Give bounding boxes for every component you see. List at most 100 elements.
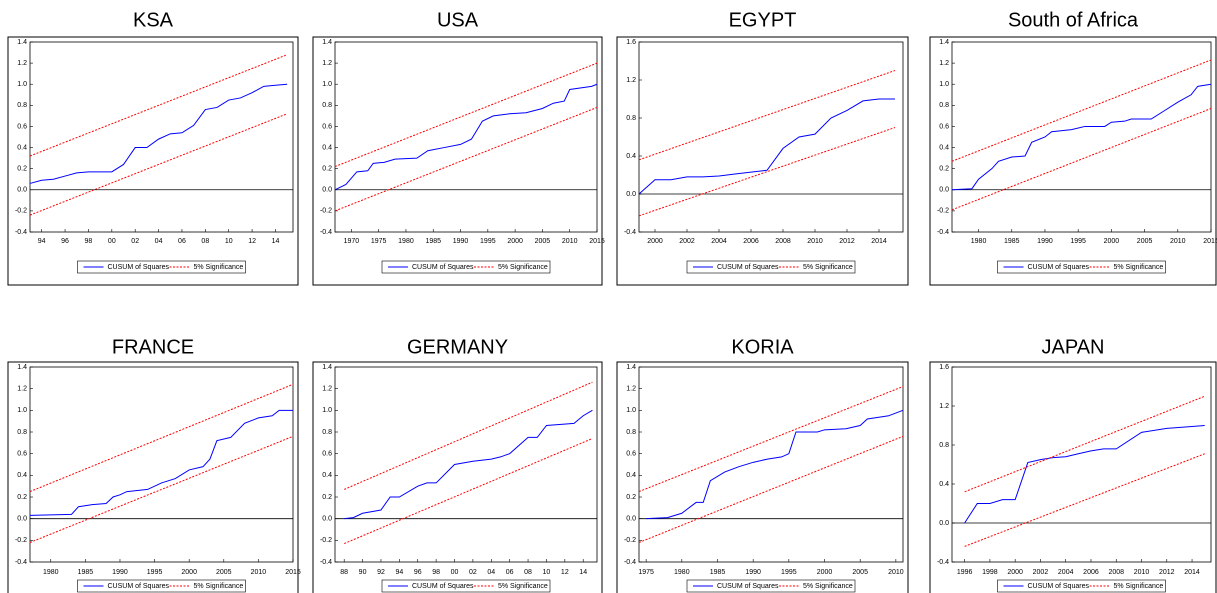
- x-tick-label: 92: [377, 569, 385, 576]
- x-tick-label: 1990: [745, 569, 761, 576]
- x-tick-label: 14: [579, 569, 587, 576]
- x-tick-label: 98: [85, 238, 93, 245]
- y-tick-label: 1.2: [939, 60, 949, 67]
- x-tick-label: 2010: [562, 238, 578, 245]
- y-tick-label: -0.4: [320, 229, 332, 236]
- x-tick-label: 1975: [371, 238, 387, 245]
- y-tick-label: 0.4: [322, 472, 332, 479]
- y-tick-label: 1.2: [626, 77, 636, 84]
- x-tick-label: 1995: [147, 569, 163, 576]
- y-tick-label: -0.4: [624, 229, 636, 236]
- y-tick-label: 0.8: [17, 102, 27, 109]
- x-tick-label: 2012: [1159, 569, 1175, 576]
- legend: [997, 260, 1166, 274]
- x-tick-label: 1980: [674, 569, 690, 576]
- y-tick-label: 0.4: [626, 153, 636, 160]
- y-tick-label: 1.6: [626, 39, 636, 46]
- significance-upper: [638, 386, 904, 493]
- y-tick-label: 1.0: [322, 407, 332, 414]
- x-tick-label: 1980: [971, 238, 987, 245]
- significance-upper: [951, 59, 1212, 162]
- legend-label: 5% Significance: [498, 583, 548, 590]
- y-tick-label: 0.0: [939, 187, 949, 194]
- legend-label: 5% Significance: [1114, 583, 1164, 590]
- y-tick-label: 1.2: [939, 403, 949, 410]
- y-tick-label: -0.4: [937, 559, 949, 566]
- legend: [381, 260, 551, 274]
- y-tick-label: 0.8: [626, 429, 636, 436]
- panel-frame: [312, 36, 603, 286]
- y-tick-label: 1.0: [17, 407, 27, 414]
- x-tick-label: 1990: [1037, 238, 1053, 245]
- y-tick-label: -0.4: [320, 559, 332, 566]
- x-tick-label: 2002: [1033, 569, 1049, 576]
- y-tick-label: 0.8: [939, 442, 949, 449]
- x-tick-label: 00: [451, 569, 459, 576]
- y-tick-label: 0.4: [17, 144, 27, 151]
- y-tick-label: 0.8: [17, 429, 27, 436]
- y-tick-label: 0.4: [939, 481, 949, 488]
- x-tick-label: 1995: [480, 238, 496, 245]
- chart-title: JAPAN: [1042, 336, 1105, 358]
- y-tick-label: 1.4: [322, 364, 332, 371]
- plot-area: [29, 41, 294, 233]
- significance-lower: [29, 435, 294, 543]
- panel-frame: [7, 36, 299, 286]
- significance-upper: [343, 381, 593, 490]
- y-tick-label: -0.2: [15, 537, 27, 544]
- y-tick-label: 0.6: [626, 451, 636, 458]
- y-tick-label: 1.4: [626, 364, 636, 371]
- y-tick-label: 0.8: [939, 102, 949, 109]
- legend-label: CUSUM of Squares: [1028, 264, 1090, 271]
- x-tick-label: 12: [248, 238, 256, 245]
- y-tick-label: 1.0: [322, 81, 332, 88]
- y-tick-label: 1.0: [17, 81, 27, 88]
- x-tick-label: 2008: [1108, 569, 1124, 576]
- x-tick-label: 1980: [43, 569, 59, 576]
- x-tick-label: 2008: [775, 238, 791, 245]
- x-tick-label: 1990: [453, 238, 469, 245]
- x-tick-label: 1985: [78, 569, 94, 576]
- chart-title: USA: [437, 9, 479, 31]
- significance-lower: [964, 453, 1205, 547]
- x-tick-label: 2000: [1007, 569, 1023, 576]
- cusum-line: [29, 83, 288, 184]
- x-tick-label: 2010: [1134, 569, 1150, 576]
- y-tick-label: 0.2: [322, 166, 332, 173]
- plot-area: [951, 41, 1212, 233]
- legend-label: CUSUM of Squares: [717, 583, 779, 590]
- y-tick-label: 0.2: [17, 166, 27, 173]
- x-tick-label: 2012: [839, 238, 855, 245]
- chart-title: South of Africa: [1008, 9, 1139, 31]
- y-tick-label: 0.0: [939, 520, 949, 527]
- y-tick-label: 0.0: [322, 187, 332, 194]
- y-tick-label: -0.4: [15, 229, 27, 236]
- significance-lower: [29, 113, 288, 216]
- legend-label: 5% Significance: [194, 583, 244, 590]
- x-tick-label: 2014: [1184, 569, 1200, 576]
- x-tick-label: 1995: [781, 569, 797, 576]
- panel-frame: [7, 361, 299, 593]
- y-tick-label: 0.0: [17, 187, 27, 194]
- x-tick-label: 1970: [344, 238, 360, 245]
- plot-area: [951, 366, 1212, 563]
- chart-title: KORIA: [731, 336, 794, 358]
- significance-upper: [29, 383, 294, 493]
- legend-label: CUSUM of Squares: [412, 583, 474, 590]
- legend: [686, 260, 856, 274]
- y-tick-label: 1.2: [17, 60, 27, 67]
- x-tick-label: 00: [108, 238, 116, 245]
- cusum-line: [638, 98, 895, 195]
- legend-label: 5% Significance: [194, 264, 244, 271]
- x-tick-label: 96: [414, 569, 422, 576]
- cusum-line: [334, 83, 598, 191]
- legend-label: CUSUM of Squares: [1028, 583, 1090, 590]
- x-tick-label: 2005: [1137, 238, 1153, 245]
- x-tick-label: 10: [543, 569, 551, 576]
- significance-upper: [638, 70, 896, 161]
- plot-area: [334, 366, 598, 563]
- y-tick-label: 0.0: [626, 516, 636, 523]
- panel-frame: [312, 361, 603, 593]
- panel-frame: [929, 361, 1217, 593]
- y-tick-label: 0.0: [626, 191, 636, 198]
